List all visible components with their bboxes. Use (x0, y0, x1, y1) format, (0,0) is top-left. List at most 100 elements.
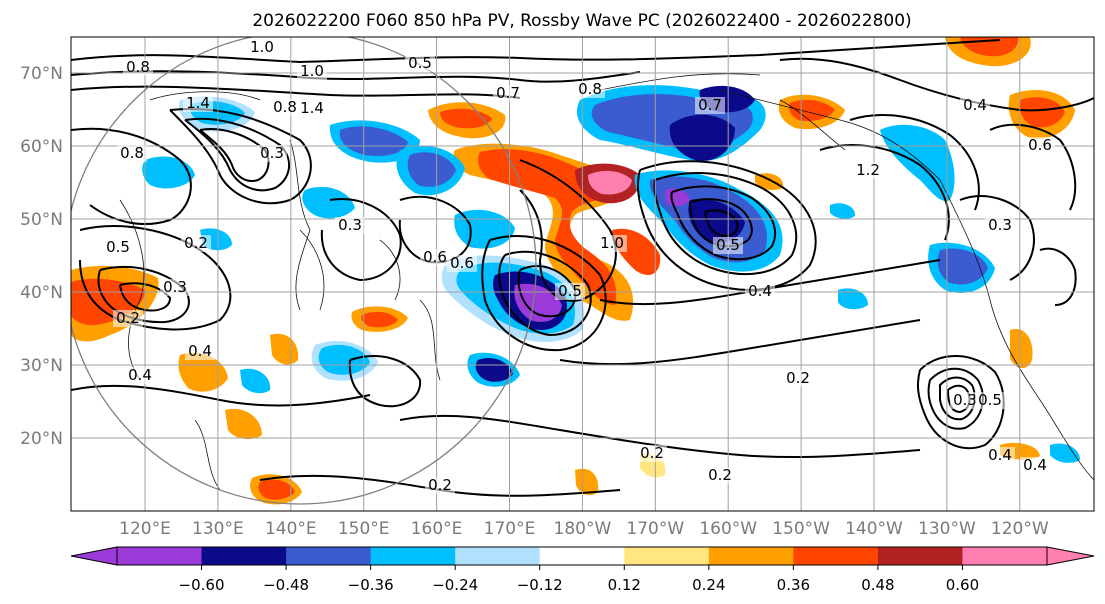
colorbar-swatch (624, 547, 710, 565)
contour-label: 0.2 (116, 309, 140, 327)
contour-label: 0.3 (338, 216, 362, 234)
contour-label: 0.2 (640, 444, 664, 462)
contour-label-background (1020, 457, 1050, 474)
contour-label-background (950, 392, 980, 409)
contour-label: 0.6 (450, 254, 474, 272)
contour-label: 0.5 (558, 282, 582, 300)
contour-label-background (257, 145, 287, 162)
latitude-label: 70°N (20, 64, 63, 84)
contour-label: 0.4 (963, 96, 987, 114)
contour-label: 1.0 (300, 62, 324, 80)
colorbar-swatch (539, 547, 625, 565)
colorbar-swatch (708, 547, 794, 565)
contour-label-background (783, 370, 813, 387)
contour-label-background (297, 100, 327, 117)
colorbar: −0.60 −0.48 −0.36 −0.24 −0.12 0.12 0.24 0.36 0.4… (70, 546, 1095, 594)
contour-label-background (637, 445, 667, 462)
contour-label-background (117, 145, 147, 162)
colorbar-tick-label: 0.12 (608, 576, 641, 594)
pv-contours (71, 39, 1094, 497)
contour-label-background (185, 343, 215, 360)
contour-label-background (493, 85, 523, 102)
contour-label-background (985, 447, 1015, 464)
contour-label: 0.3 (260, 144, 284, 162)
colorbar-swatch (962, 547, 1048, 565)
contour-label-background (1025, 137, 1055, 154)
longitude-label: 130°E (192, 519, 244, 539)
contour-label: 0.2 (708, 466, 732, 484)
latitude-label: 30°N (20, 356, 63, 376)
colorbar-swatch (370, 547, 456, 565)
contour-label: 0.5 (408, 54, 432, 72)
colorbar-tick-label: −0.12 (517, 576, 563, 594)
colorbar-tick-label: 0.48 (861, 576, 894, 594)
contour-label: 1.4 (186, 94, 210, 112)
contour-labels: 1.00.8 0.51.01.4 0.80.7 0.81.40.30.80.5 0.20… (103, 38, 1055, 494)
map-frame (70, 36, 1095, 512)
contour-label: 0.5 (106, 238, 130, 256)
contour-label-background (125, 367, 155, 384)
map-panel: 1.00.8 0.51.01.4 0.80.7 0.81.40.30.80.5 0.20… (70, 36, 1095, 512)
contour-label-background (113, 310, 143, 327)
contour-label: 1.0 (250, 38, 274, 56)
contour-label: 0.3 (988, 216, 1012, 234)
colorbar-tick-label: −0.36 (348, 576, 394, 594)
longitude-label: 180°W (554, 519, 612, 539)
colorbar-tick-label: −0.60 (179, 576, 225, 594)
colorbar-tick-label: 0.24 (692, 576, 725, 594)
contour-label-background (270, 99, 300, 116)
colorbar-tick-label: −0.48 (263, 576, 309, 594)
contour-label-background (597, 235, 627, 252)
contour-label: 1.4 (300, 99, 324, 117)
contour-label: 0.2 (184, 234, 208, 252)
colorbar-min-extension (70, 546, 118, 566)
contour-label: 1.2 (856, 161, 880, 179)
contour-label: 0.4 (128, 366, 152, 384)
latitude-label: 40°N (20, 283, 63, 303)
colorbar-swatch (877, 547, 963, 565)
latitude-labels: 70°N 60°N 50°N 40°N 30°N 20°N (20, 64, 63, 449)
longitude-label: 170°E (484, 519, 536, 539)
contour-label: 0.7 (496, 84, 520, 102)
longitude-label: 170°W (626, 519, 684, 539)
contour-label-background (335, 217, 365, 234)
latitude-label: 20°N (20, 429, 63, 449)
contour-label: 0.8 (273, 98, 297, 116)
contour-label: 0.2 (786, 369, 810, 387)
contour-label-background (297, 63, 327, 80)
colorbar-swatch (286, 547, 372, 565)
contour-label-background (160, 279, 190, 296)
contour-label: 0.4 (1023, 456, 1047, 474)
longitude-label: 130°W (918, 519, 976, 539)
contour-label: 0.4 (748, 282, 772, 300)
longitude-label: 120°W (991, 519, 1049, 539)
contour-label-background (247, 39, 277, 56)
figure-title: 2026022200 F060 850 hPa PV, Rossby Wave … (252, 11, 911, 31)
colorbar-frame (116, 546, 1048, 566)
contour-label: 0.8 (578, 80, 602, 98)
contour-label: 0.6 (1028, 136, 1052, 154)
longitude-label: 160°W (699, 519, 757, 539)
longitude-label: 140°E (265, 519, 317, 539)
contour-label-background (405, 55, 435, 72)
contour-label-background (183, 95, 213, 112)
contour-label-background (853, 162, 883, 179)
coastlines (119, 73, 1094, 491)
contour-label: 0.8 (120, 144, 144, 162)
colorbar-swatch (455, 547, 541, 565)
contour-label-background (705, 467, 735, 484)
contour-label-background (975, 392, 1005, 409)
contour-label: 0.7 (698, 96, 722, 114)
contour-label-background (575, 81, 605, 98)
colorbar-swatch (201, 547, 287, 565)
colorbar-tick-label: 0.60 (946, 576, 979, 594)
contour-label: 1.0 (600, 234, 624, 252)
contour-label: 0.3 (953, 391, 977, 409)
colorbar-tick-label: 0.36 (777, 576, 810, 594)
contour-label-background (745, 283, 775, 300)
contour-label-background (713, 237, 743, 254)
latitude-label: 50°N (20, 210, 63, 230)
contour-label: 0.2 (428, 476, 452, 494)
longitude-label: 150°W (772, 519, 830, 539)
contour-label-background (695, 97, 725, 114)
